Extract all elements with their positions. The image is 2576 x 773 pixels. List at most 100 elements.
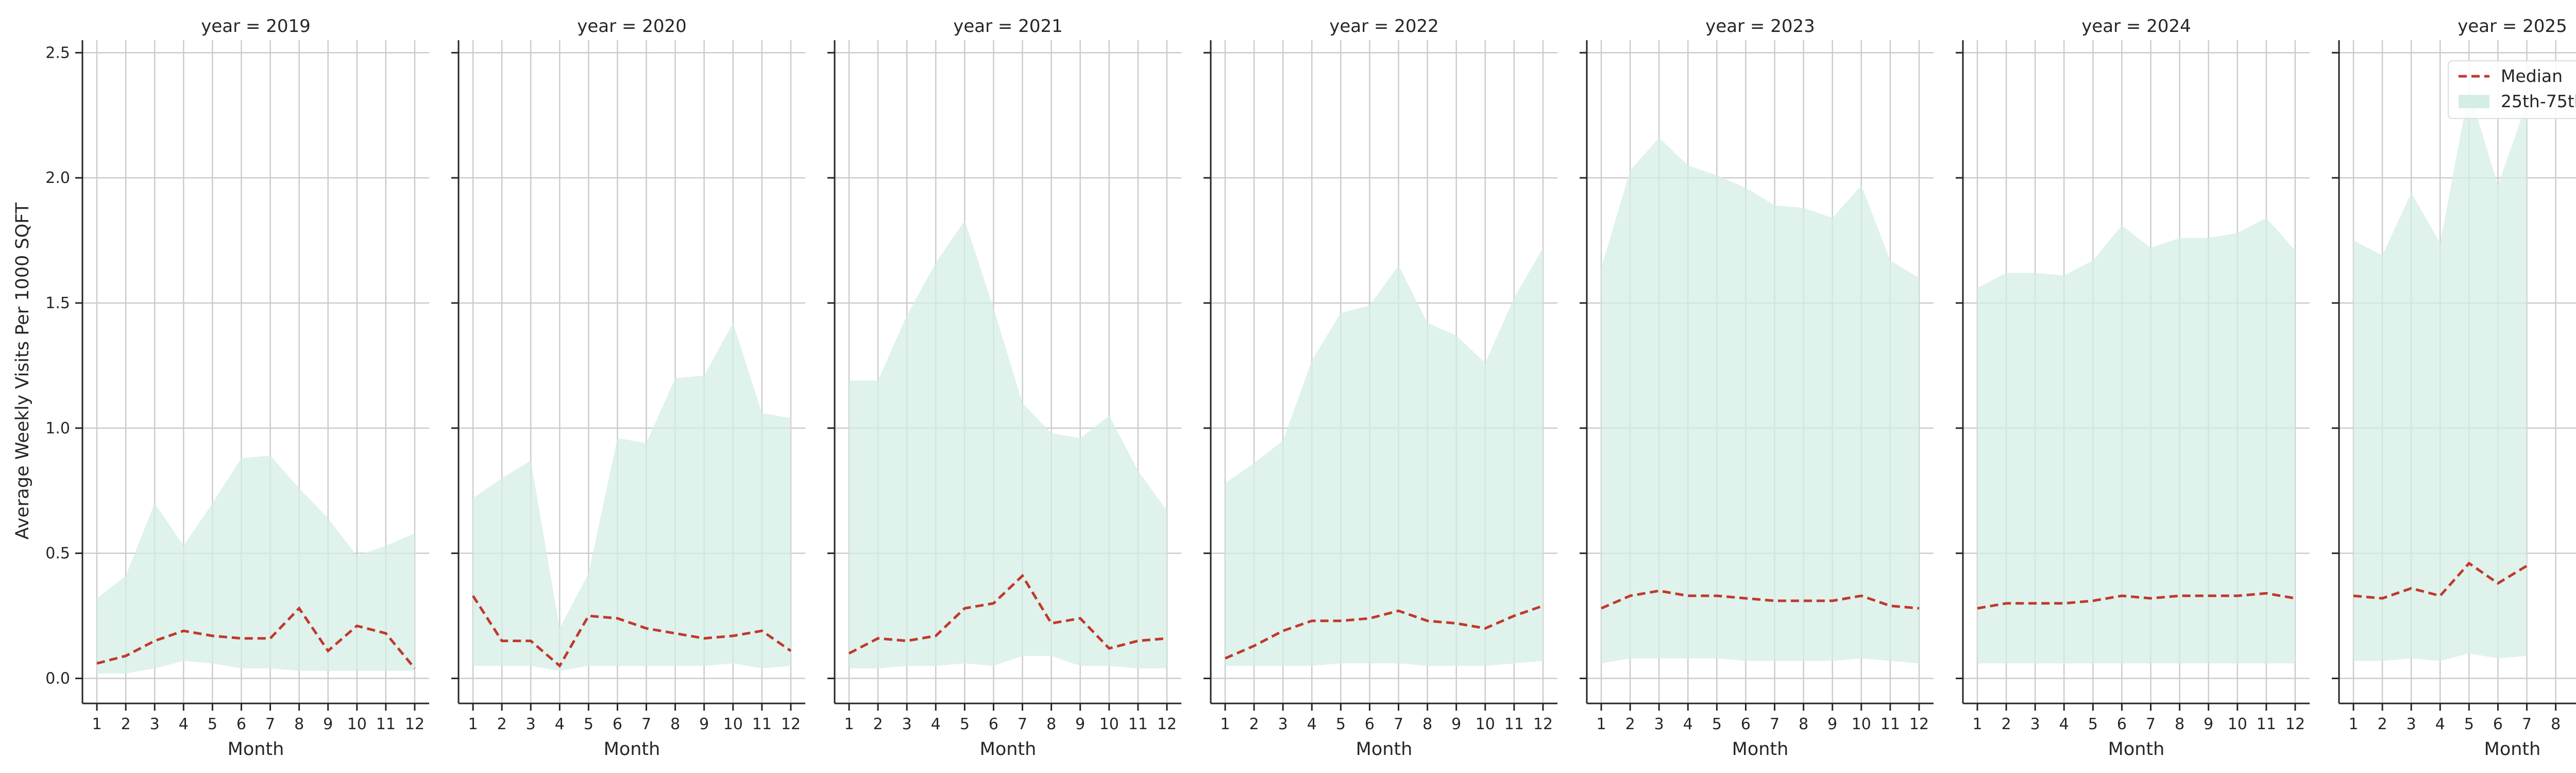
median-line (1601, 589, 1920, 610)
x-axis-label: Month (1732, 739, 1789, 760)
x-axis-label: Month (1356, 739, 1413, 760)
x-tick-label: 8 (2551, 715, 2561, 733)
x-tick-label: 12 (2285, 715, 2305, 733)
x-tick-label: 1 (468, 715, 478, 733)
percentile-band (849, 220, 1167, 669)
x-tick-label: 8 (1422, 715, 1432, 733)
percentile-band (97, 456, 415, 674)
panel-title: year = 2019 (201, 16, 310, 37)
x-axis-label: Month (228, 739, 284, 760)
x-tick-label: 2 (121, 715, 131, 733)
median-line (96, 606, 416, 669)
x-tick-label: 7 (1770, 715, 1780, 733)
x-tick-label: 8 (1046, 715, 1056, 733)
panel-title: year = 2020 (577, 16, 686, 37)
x-tick-label: 7 (1394, 715, 1403, 733)
x-tick-label: 10 (1099, 715, 1119, 733)
median-line (471, 595, 792, 668)
x-tick-label: 11 (2257, 715, 2276, 733)
x-tick-label: 4 (931, 715, 941, 733)
x-tick-label: 10 (723, 715, 743, 733)
x-tick-label: 6 (989, 715, 998, 733)
x-tick-label: 9 (323, 715, 333, 733)
x-axis-label: Month (2108, 739, 2165, 760)
y-tick-label: 0.5 (45, 545, 70, 563)
panel-title: year = 2024 (2081, 16, 2191, 37)
x-tick-label: 10 (1852, 715, 1871, 733)
x-tick-label: 11 (1504, 715, 1524, 733)
x-tick-label: 12 (1909, 715, 1929, 733)
x-tick-label: 9 (699, 715, 709, 733)
y-tick-label: 2.5 (45, 44, 70, 62)
x-tick-label: 11 (752, 715, 772, 733)
x-tick-label: 12 (781, 715, 801, 733)
x-tick-label: 8 (1799, 715, 1808, 733)
x-tick-label: 1 (2348, 715, 2358, 733)
percentile-band (1977, 217, 2295, 664)
x-tick-label: 4 (1683, 715, 1693, 733)
median-line (1225, 604, 1544, 660)
panel-title: year = 2022 (1329, 16, 1438, 37)
x-axis-label: Month (2484, 739, 2541, 760)
legend-band-label: 25th-75th Percentile (2501, 91, 2576, 111)
x-tick-label: 8 (294, 715, 304, 733)
x-tick-label: 5 (1712, 715, 1722, 733)
y-tick-label: 0.0 (45, 669, 70, 687)
x-tick-label: 12 (1157, 715, 1177, 733)
median-line (1977, 592, 2296, 610)
x-tick-label: 2 (2378, 715, 2387, 733)
x-tick-label: 1 (1220, 715, 1230, 733)
x-tick-label: 7 (1018, 715, 1027, 733)
x-tick-label: 11 (1880, 715, 1900, 733)
percentile-band (2353, 90, 2527, 661)
x-tick-label: 12 (1533, 715, 1553, 733)
x-tick-label: 3 (150, 715, 160, 733)
x-tick-label: 3 (526, 715, 536, 733)
x-tick-label: 4 (555, 715, 565, 733)
x-tick-label: 6 (2493, 715, 2503, 733)
percentile-band (1601, 138, 1919, 664)
x-tick-label: 11 (376, 715, 396, 733)
x-tick-label: 7 (2522, 715, 2532, 733)
x-axis-label: Month (604, 739, 660, 760)
x-tick-label: 1 (1596, 715, 1606, 733)
panel-title: year = 2021 (953, 16, 1062, 37)
x-tick-label: 7 (641, 715, 651, 733)
x-tick-label: 5 (2088, 715, 2098, 733)
x-tick-label: 2 (497, 715, 507, 733)
x-tick-label: 6 (1741, 715, 1751, 733)
x-tick-label: 1 (1972, 715, 1982, 733)
x-tick-label: 3 (2406, 715, 2416, 733)
x-tick-label: 7 (265, 715, 275, 733)
x-tick-label: 8 (670, 715, 680, 733)
x-tick-label: 11 (1128, 715, 1148, 733)
x-tick-label: 8 (2175, 715, 2184, 733)
y-axis-label: Average Weekly Visits Per 1000 SQFT (12, 202, 33, 540)
panel-title: year = 2023 (1705, 16, 1815, 37)
x-tick-label: 5 (584, 715, 594, 733)
x-tick-label: 6 (613, 715, 622, 733)
x-tick-label: 9 (1075, 715, 1085, 733)
legend-band-swatch (2459, 95, 2489, 108)
x-tick-label: 3 (902, 715, 912, 733)
x-tick-label: 3 (2030, 715, 2040, 733)
x-tick-label: 6 (1365, 715, 1375, 733)
x-tick-label: 3 (1654, 715, 1664, 733)
percentile-band (473, 323, 791, 671)
legend-median-label: Median (2501, 66, 2563, 86)
x-tick-label: 5 (2464, 715, 2474, 733)
x-tick-label: 4 (179, 715, 189, 733)
x-tick-label: 2 (1249, 715, 1259, 733)
x-tick-label: 7 (2146, 715, 2156, 733)
x-tick-label: 4 (2059, 715, 2069, 733)
x-tick-label: 6 (236, 715, 246, 733)
x-tick-label: 2 (1625, 715, 1635, 733)
y-tick-label: 1.0 (45, 419, 70, 438)
median-line (848, 574, 1167, 655)
x-tick-label: 9 (1827, 715, 1837, 733)
